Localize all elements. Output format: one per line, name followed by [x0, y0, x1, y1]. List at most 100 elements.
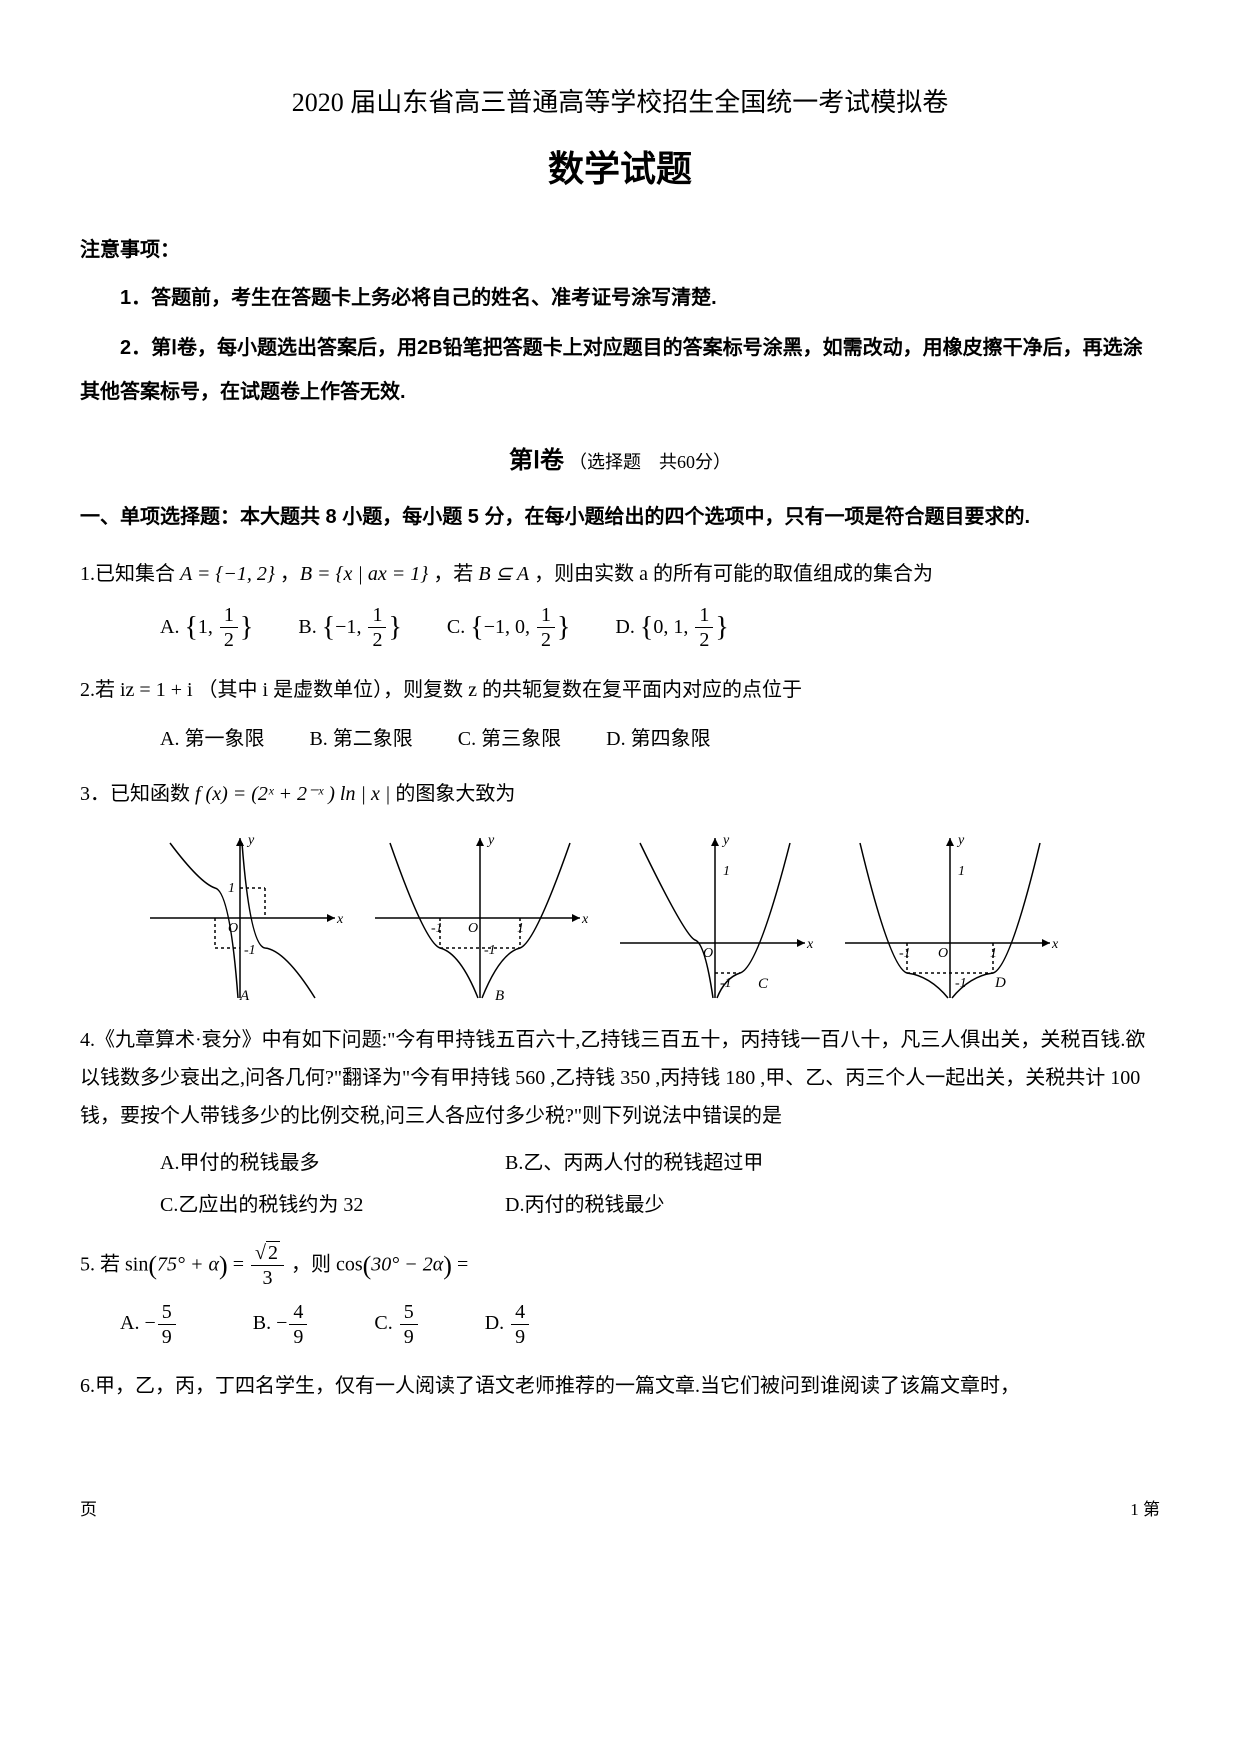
question-4: 4.《九章算术·衰分》中有如下问题:"今有甲持钱五百六十,乙持钱三百五十，丙持钱… — [80, 1021, 1160, 1135]
q2-optA: A. 第一象限 — [160, 721, 264, 757]
svg-text:1: 1 — [228, 881, 235, 896]
q5-a1l: ( — [148, 1251, 157, 1280]
q5-optD-label: D. — [485, 1312, 509, 1334]
title-context: 2020 届山东省高三普通高等学校招生全国统一考试模拟卷 — [80, 80, 1160, 127]
q1-optD-v2: 1 — [673, 616, 683, 638]
svg-text:A: A — [239, 988, 250, 1003]
svg-text:y: y — [246, 833, 255, 848]
q1-setB: B = {x | ax = 1} — [300, 563, 428, 585]
q5-rhs-frac: 23 — [251, 1241, 284, 1290]
q5-optD: D. 49 — [485, 1300, 531, 1349]
page-title: 数学试题 — [80, 137, 1160, 202]
svg-text:O: O — [703, 946, 713, 961]
q1-sep2: ，若 — [428, 563, 478, 585]
q1-optB-v1: −1 — [335, 616, 356, 638]
q1-optB: B. {−1, 12} — [298, 603, 402, 653]
svg-text:O: O — [468, 921, 478, 936]
q5-eq2: = — [452, 1253, 468, 1275]
q1-optD-v1: 0 — [653, 616, 663, 638]
q5-a2r: ) — [443, 1251, 452, 1280]
q1-optA-frac: 12 — [220, 603, 238, 652]
svg-text:y: y — [486, 833, 495, 848]
part-number: 第Ⅰ卷 — [509, 447, 564, 474]
q5-optB-sign: − — [276, 1312, 287, 1334]
q1-optC-frac: 12 — [537, 603, 555, 652]
q1-cond: B ⊆ A — [478, 563, 529, 585]
q1-sep1: ， — [275, 563, 300, 585]
svg-text:x: x — [336, 912, 344, 927]
q5-mid: ，则 cos — [286, 1253, 363, 1275]
q1-stem-post: ，则由实数 a 的所有可能的取值组成的集合为 — [529, 563, 933, 585]
q4-optA: A.甲付的税钱最多 — [160, 1145, 500, 1181]
q5-a2l: ( — [363, 1251, 372, 1280]
q1-optB-frac: 12 — [368, 603, 386, 652]
svg-text:y: y — [956, 833, 965, 848]
q4-options: A.甲付的税钱最多 B.乙、丙两人付的税钱超过甲 C.乙应出的税钱约为 32 D… — [160, 1145, 1160, 1223]
q5-optB-label: B. — [253, 1312, 276, 1334]
question-1: 1.已知集合 A = {−1, 2} ，B = {x | ax = 1} ，若 … — [80, 555, 1160, 593]
svg-text:D: D — [994, 975, 1006, 991]
svg-text:B: B — [495, 988, 504, 1003]
q5-a1r: ) — [219, 1251, 228, 1280]
q5-optB: B. −49 — [253, 1300, 310, 1349]
part-heading: 第Ⅰ卷 （选择题 共60分） — [80, 439, 1160, 482]
question-6: 6.甲，乙，丙，丁四名学生，仅有一人阅读了语文老师推荐的一篇文章.当它们被问到谁… — [80, 1367, 1160, 1405]
svg-text:x: x — [1051, 937, 1059, 952]
q3-graph-B: x y O -1 1 -1 B — [365, 828, 595, 1003]
q3-graph-A: x y O 1 -1 A — [140, 828, 350, 1003]
q5-optC: C. 59 — [374, 1300, 419, 1349]
svg-text:y: y — [721, 833, 730, 848]
q2-optD: D. 第四象限 — [606, 721, 710, 757]
q3-stem-pre: 3．已知函数 — [80, 783, 195, 805]
notice-heading: 注意事项： — [80, 232, 1160, 268]
q5-pre: 5. 若 sin — [80, 1253, 148, 1275]
svg-text:-1: -1 — [484, 943, 496, 958]
question-2: 2.若 iz = 1 + i （其中 i 是虚数单位），则复数 z 的共轭复数在… — [80, 671, 1160, 709]
svg-text:1: 1 — [958, 864, 965, 879]
footer-left: 页 — [80, 1495, 97, 1526]
page-footer: 页 1 第 — [80, 1495, 1160, 1526]
q1-stem-pre: 1.已知集合 — [80, 563, 180, 585]
svg-text:1: 1 — [723, 864, 730, 879]
q1-optA-label: A. — [160, 616, 184, 638]
q1-optB-label: B. — [298, 616, 321, 638]
q1-optA-v1: 1 — [198, 616, 208, 638]
q5-optC-label: C. — [374, 1312, 397, 1334]
svg-text:1: 1 — [990, 946, 997, 961]
q5-optA-label: A. — [120, 1312, 144, 1334]
svg-text:1: 1 — [517, 921, 524, 936]
part-sub: （选择题 共60分） — [569, 452, 731, 472]
q1-setA: A = {−1, 2} — [180, 563, 275, 585]
q3-graphs: x y O 1 -1 A x y O -1 1 -1 B x — [140, 828, 1160, 1003]
q1-optC: C. {−1, 0, 12} — [447, 603, 571, 653]
svg-text:x: x — [806, 937, 814, 952]
svg-text:-1: -1 — [244, 943, 256, 958]
footer-right: 1 第 — [1130, 1495, 1160, 1526]
q1-optA: A. {1, 12} — [160, 603, 253, 653]
q1-optD-frac: 12 — [695, 603, 713, 652]
q1-optD-label: D. — [615, 616, 639, 638]
q4-optC: C.乙应出的税钱约为 32 — [160, 1187, 500, 1223]
notice-item-1: 1．答题前，考生在答题卡上务必将自己的姓名、准考证号涂写清楚. — [80, 276, 1160, 320]
q5-angle1: 75° + α — [157, 1253, 219, 1275]
q2-optC: C. 第三象限 — [458, 721, 561, 757]
q2-optB: B. 第二象限 — [309, 721, 412, 757]
q4-optB: B.乙、丙两人付的税钱超过甲 — [505, 1145, 845, 1181]
q5-angle2: 30° − 2α — [371, 1253, 443, 1275]
q5-optA: A. −59 — [120, 1300, 178, 1349]
q3-graph-D: x y O 1 -1 1 -1 D — [835, 828, 1065, 1003]
notice-item-2: 2．第Ⅰ卷，每小题选出答案后，用2B铅笔把答题卡上对应题目的答案标号涂黑，如需改… — [80, 326, 1160, 414]
q2-options: A. 第一象限 B. 第二象限 C. 第三象限 D. 第四象限 — [160, 719, 1160, 756]
q1-optD: D. {0, 1, 12} — [615, 603, 728, 653]
q1-optC-v1: −1 — [484, 616, 505, 638]
svg-text:O: O — [938, 946, 948, 961]
q3-func: f (x) = (2ˣ + 2⁻ˣ ) ln | x | — [195, 783, 390, 805]
question-3: 3．已知函数 f (x) = (2ˣ + 2⁻ˣ ) ln | x | 的图象大… — [80, 775, 1160, 813]
svg-text:C: C — [758, 976, 769, 992]
question-5: 5. 若 sin(75° + α) = 23 ，则 cos(30° − 2α) … — [80, 1241, 1160, 1290]
section-heading: 一、单项选择题：本大题共 8 小题，每小题 5 分，在每小题给出的四个选项中，只… — [124, 497, 1160, 537]
q4-optD: D.丙付的税钱最少 — [505, 1187, 845, 1223]
q3-graph-C: x y O 1 -1 C — [610, 828, 820, 1003]
svg-text:-1: -1 — [899, 946, 911, 961]
svg-text:x: x — [581, 912, 589, 927]
